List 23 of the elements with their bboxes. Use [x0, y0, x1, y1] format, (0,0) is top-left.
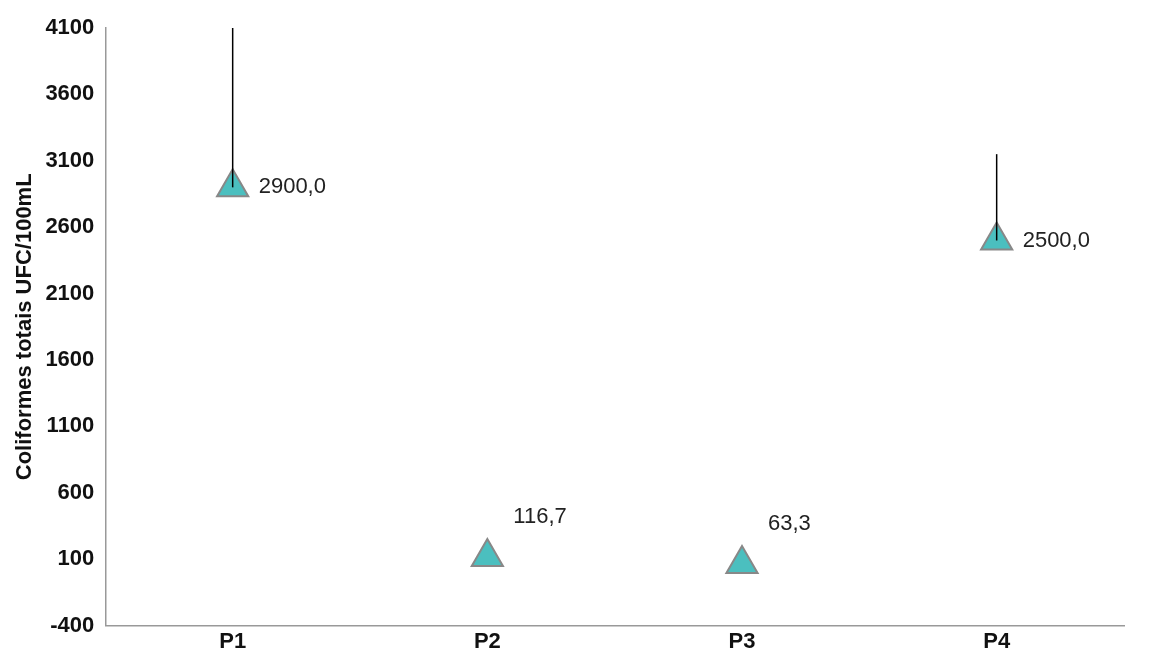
point	[470, 537, 504, 567]
y-tick-label: 3100	[45, 146, 95, 172]
point	[725, 545, 759, 575]
y-tick-label: 1600	[45, 346, 95, 372]
data-label: 2900,0	[258, 173, 326, 199]
point	[216, 168, 250, 198]
x-tick-label: P4	[983, 627, 1011, 653]
data-label: 116,7	[513, 503, 567, 529]
y-tick-label: 1100	[46, 412, 95, 438]
y-tick-label: 4100	[45, 14, 95, 40]
x-tick-label: P3	[728, 627, 756, 653]
y-tick-label: -400	[50, 611, 95, 637]
y-tick-label: 2100	[45, 279, 95, 305]
y-tick-label: 600	[57, 478, 95, 504]
data-label: 63,3	[768, 510, 811, 536]
x-tick-label: P2	[473, 627, 501, 653]
y-tick-label: 2600	[45, 213, 95, 239]
y-tick-label: 3600	[45, 80, 95, 106]
point	[980, 221, 1014, 251]
data-label: 2500,0	[1022, 226, 1090, 252]
x-tick-label: P1	[219, 627, 247, 653]
y-axis-title: Coliformes totais UFC/100mL	[11, 173, 37, 481]
y-tick-label: 100	[57, 545, 95, 571]
